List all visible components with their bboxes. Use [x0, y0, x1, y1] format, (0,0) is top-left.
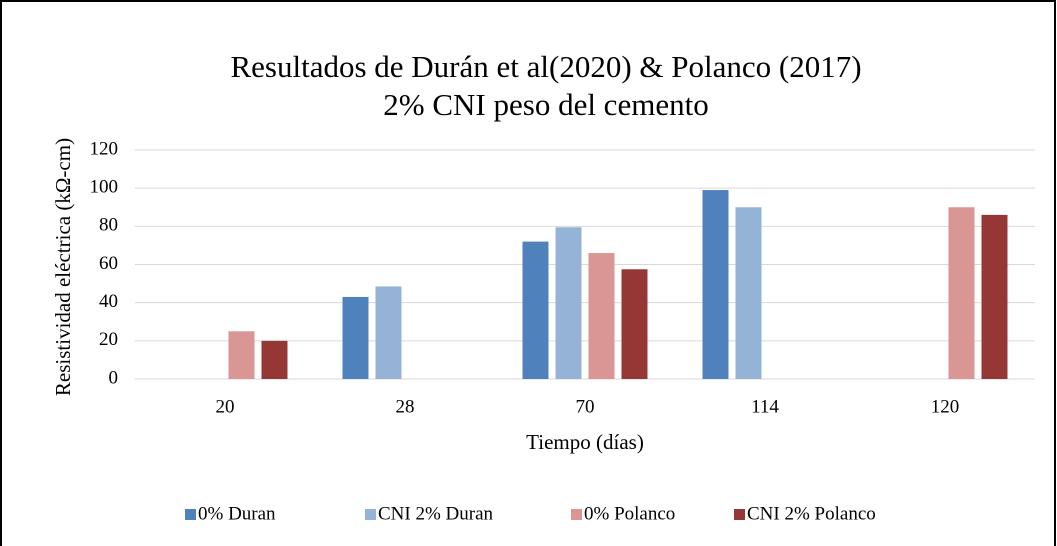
y-axis-title: Resistividad eléctrica (kΩ-cm): [51, 138, 75, 396]
bar: [588, 253, 615, 379]
bar: [228, 331, 255, 379]
bar: [948, 207, 975, 379]
y-tick-label: 20: [99, 329, 118, 350]
y-tick-label: 80: [99, 215, 118, 236]
y-tick-label: 100: [90, 177, 119, 198]
x-tick-label: 114: [751, 396, 779, 417]
x-axis-title: Tiempo (días): [526, 430, 644, 454]
x-tick-label: 28: [396, 396, 415, 417]
bar: [555, 227, 582, 379]
chart-subtitle: 2% CNI peso del cemento: [383, 87, 708, 122]
legend-swatch: [365, 509, 376, 520]
legend-label: CNI 2% Polanco: [747, 503, 876, 524]
x-tick-label: 120: [931, 396, 960, 417]
chart-title: Resultados de Durán et al(2020) & Polanc…: [230, 49, 861, 84]
legend-label: 0% Polanco: [584, 503, 675, 524]
y-tick-label: 120: [90, 138, 119, 159]
bar: [261, 340, 288, 379]
x-tick-label: 20: [216, 396, 235, 417]
bar: [735, 207, 762, 379]
legend-swatch: [185, 509, 196, 520]
legend-swatch: [571, 509, 582, 520]
bar: [342, 296, 369, 379]
bar: [702, 190, 729, 379]
bar: [375, 286, 402, 379]
legend-label: CNI 2% Duran: [378, 503, 494, 524]
legend-swatch: [734, 509, 745, 520]
bar: [981, 214, 1008, 379]
y-tick-label: 60: [99, 253, 118, 274]
bar: [522, 241, 549, 379]
legend-label: 0% Duran: [198, 503, 276, 524]
x-tick-label: 70: [576, 396, 595, 417]
y-tick-label: 40: [99, 291, 118, 312]
bar: [621, 269, 648, 379]
y-tick-label: 0: [109, 367, 119, 388]
